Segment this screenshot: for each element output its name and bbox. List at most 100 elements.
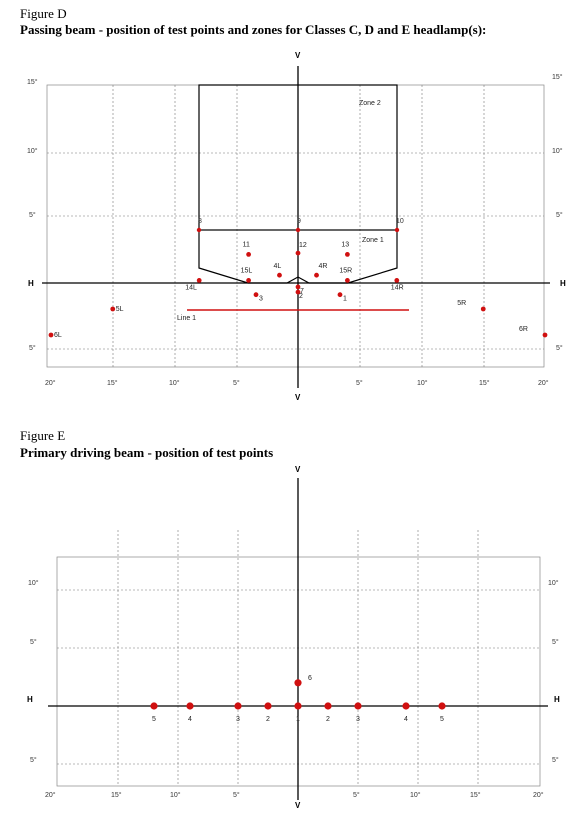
test-point [246, 252, 252, 257]
test-point [196, 278, 202, 283]
test-point-label: 5R [457, 300, 466, 307]
figure-d-bottom-tick: 10° [417, 379, 428, 387]
test-point [277, 272, 282, 278]
figure-e-title: Primary driving beam - position of test … [20, 445, 274, 460]
figure-d-h-label-left: H [28, 279, 34, 288]
test-point-label: 6 [308, 675, 312, 682]
test-point [542, 332, 548, 338]
figure-d-left-tick: 10° [27, 147, 38, 155]
test-point [345, 278, 350, 283]
test-point-label: 1 [343, 296, 347, 303]
test-point-label: 14R [391, 284, 404, 291]
figure-d-bottom-tick: 15° [479, 379, 490, 387]
figure-e-left-tick: 10° [28, 579, 39, 587]
figure-e-v-label-top: V [295, 465, 301, 474]
test-point [186, 702, 194, 710]
test-point-label: 4R [319, 263, 328, 270]
test-point [264, 702, 272, 710]
figure-d-bottom-tick: 20° [45, 379, 56, 387]
figure-e-label: Figure E [20, 428, 66, 443]
test-point-label: 2 [266, 716, 270, 723]
test-point-label: 4 [188, 716, 192, 723]
test-point [253, 292, 259, 298]
test-point-label: 6L [54, 332, 62, 339]
figure-e-bottom-tick: 15° [111, 791, 122, 799]
test-point [394, 278, 400, 283]
figure-d-right-tick: 5° [556, 344, 563, 352]
test-point-label: 15R [339, 267, 352, 274]
zone-2-label: Zone 2 [359, 100, 381, 107]
test-point [246, 278, 252, 283]
test-point [480, 306, 486, 312]
test-point-label: 1 [296, 716, 300, 723]
test-point-label: 5 [440, 716, 444, 723]
test-point-label: 12 [299, 242, 307, 249]
test-point-label: 2 [326, 716, 330, 723]
test-point-label: 6R [519, 326, 528, 333]
test-point-label: 3 [236, 716, 240, 723]
figure-e-right-tick: 10° [548, 579, 559, 587]
figure-e-h-label-right: H [554, 695, 560, 704]
test-point-label: 3 [356, 716, 360, 723]
test-point [294, 702, 302, 710]
figure-d-left-tick: 5° [29, 344, 36, 352]
figure-d-bottom-tick: 5° [356, 379, 363, 387]
test-point-label: 2 [299, 293, 303, 300]
test-point [150, 702, 158, 710]
test-point-label: 15L [241, 267, 253, 274]
figure-e-bottom-tick: 10° [170, 791, 181, 799]
corner-point-10 [394, 227, 400, 233]
figure-d-v-label-bottom: V [295, 393, 301, 402]
test-point [337, 292, 343, 298]
test-point-label: 5L [116, 306, 124, 313]
test-point [110, 306, 116, 312]
test-point-label: 11 [243, 241, 250, 248]
test-point-label: 13 [341, 241, 349, 248]
test-point [324, 702, 332, 710]
test-point [314, 272, 319, 278]
figure-d-h-label-right: H [560, 279, 566, 288]
test-point-label: 5 [152, 716, 156, 723]
figure-e-bottom-tick: 20° [533, 791, 544, 799]
figure-d-bottom-tick: 5° [233, 379, 240, 387]
corner-label-10: 10 [396, 218, 404, 225]
corner-label-9: 9 [297, 218, 301, 225]
figure-e-h-label-left: H [27, 695, 33, 704]
figure-e-test-points: 5 4 3 2 1 2 3 4 5 6 [150, 675, 446, 723]
test-point [295, 289, 301, 295]
figure-e-right-tick: 5° [552, 756, 559, 764]
line-1-label: Line 1 [177, 315, 196, 322]
corner-point-8 [196, 227, 202, 233]
figure-d-grid [47, 85, 544, 367]
figure-d-left-tick: 5° [29, 211, 36, 219]
corner-point-9 [295, 227, 301, 233]
test-point-label: 4 [404, 716, 408, 723]
test-point-label: 4L [273, 263, 281, 270]
figure-e-bottom-tick: 10° [410, 791, 421, 799]
figure-e-bottom-tick: 15° [470, 791, 481, 799]
figure-e-bottom-tick: 5° [353, 791, 360, 799]
test-point [234, 702, 242, 710]
figure-d-title: Passing beam - position of test points a… [20, 22, 487, 37]
figure-d-label: Figure D [20, 6, 67, 21]
test-point [295, 284, 301, 290]
test-point [295, 250, 301, 256]
figure-e-bottom-tick: 20° [45, 791, 56, 799]
figure-d-bottom-tick: 20° [538, 379, 549, 387]
test-point [48, 332, 54, 338]
zone-1-label: Zone 1 [362, 237, 384, 244]
test-point-label: 14L [185, 284, 197, 291]
test-point [402, 702, 410, 710]
figure-d-right-tick: 15° [552, 73, 563, 81]
test-point-label: 7 [300, 288, 304, 295]
test-point [354, 702, 362, 710]
figure-d-diagram: 8 9 10 Zone 2 Zone 1 Line 1 V V H H 15° … [27, 51, 566, 402]
test-point [345, 252, 350, 257]
figure-d-right-tick: 5° [556, 211, 563, 219]
figure-e-left-tick: 5° [30, 756, 37, 764]
figure-e-right-tick: 5° [552, 638, 559, 646]
test-point [438, 702, 446, 710]
figure-d-left-tick: 15° [27, 78, 38, 86]
